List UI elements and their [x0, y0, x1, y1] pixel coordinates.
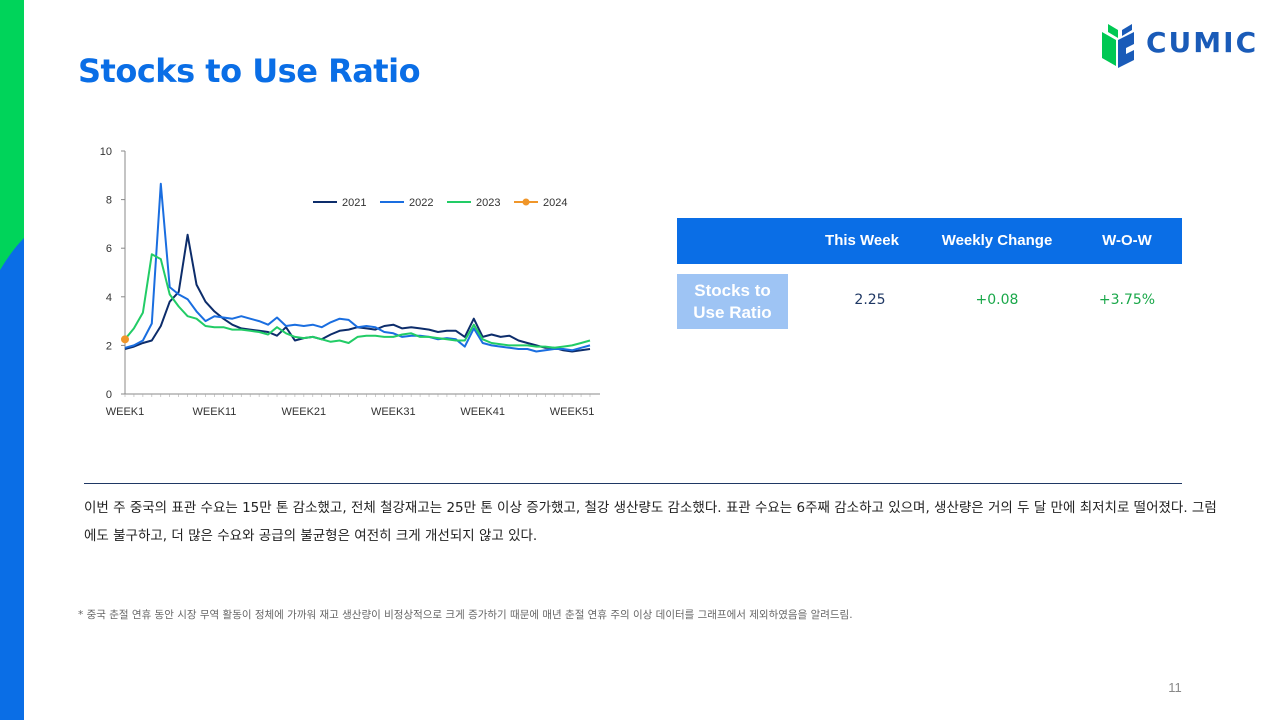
divider	[84, 483, 1182, 484]
x-tick-label: WEEK41	[460, 406, 505, 418]
x-tick-label: WEEK11	[193, 406, 237, 418]
y-tick-label: 10	[100, 146, 112, 158]
legend-label: 2022	[409, 197, 433, 209]
brand-logo: CUMIC	[1098, 20, 1258, 70]
footnote: * 중국 춘절 연휴 동안 시장 무역 활동이 정체에 가까워 재고 생산량이 …	[78, 609, 853, 621]
y-tick-label: 8	[106, 195, 112, 207]
side-accent-bar	[0, 0, 24, 720]
page-title: Stocks to Use Ratio	[78, 52, 421, 90]
y-tick-label: 4	[106, 292, 112, 304]
legend-label: 2023	[476, 197, 500, 209]
series-line-2021	[124, 233, 591, 353]
value-this-week: 2.25	[854, 292, 886, 308]
commentary-text: 이번 주 중국의 표관 수요는 15만 톤 감소했고, 전체 철강재고는 25만…	[84, 500, 1217, 544]
row-label: Stocks to Use Ratio	[677, 274, 788, 329]
header-wow: W-O-W	[1102, 232, 1152, 249]
series-line-2023	[124, 253, 591, 349]
value-wow: +3.75%	[1098, 292, 1156, 308]
header-this-week: This Week	[825, 232, 899, 249]
header-weekly-change: Weekly Change	[941, 232, 1053, 249]
legend-label: 2021	[342, 197, 366, 209]
x-tick-label: WEEK21	[282, 406, 327, 418]
cumic-logo-icon	[1102, 24, 1134, 68]
legend-label: 2024	[543, 197, 567, 209]
value-weekly-change: +0.08	[975, 292, 1019, 308]
table-header: This Week Weekly Change W-O-W	[677, 218, 1182, 264]
brand-name: CUMIC	[1146, 26, 1259, 59]
stocks-summary-table: This Week Weekly Change W-O-W Stocks to …	[677, 218, 1182, 329]
y-tick-label: 2	[106, 340, 112, 352]
x-tick-label: WEEK51	[550, 406, 595, 418]
series-point-2024	[121, 335, 129, 344]
legend-marker-2024	[522, 198, 530, 206]
page-number: 11	[1168, 680, 1182, 695]
y-tick-label: 0	[106, 389, 112, 401]
series-line-2022	[124, 182, 591, 353]
x-tick-label: WEEK1	[106, 406, 145, 418]
y-tick-label: 6	[106, 243, 112, 255]
x-tick-label: WEEK31	[371, 406, 416, 418]
